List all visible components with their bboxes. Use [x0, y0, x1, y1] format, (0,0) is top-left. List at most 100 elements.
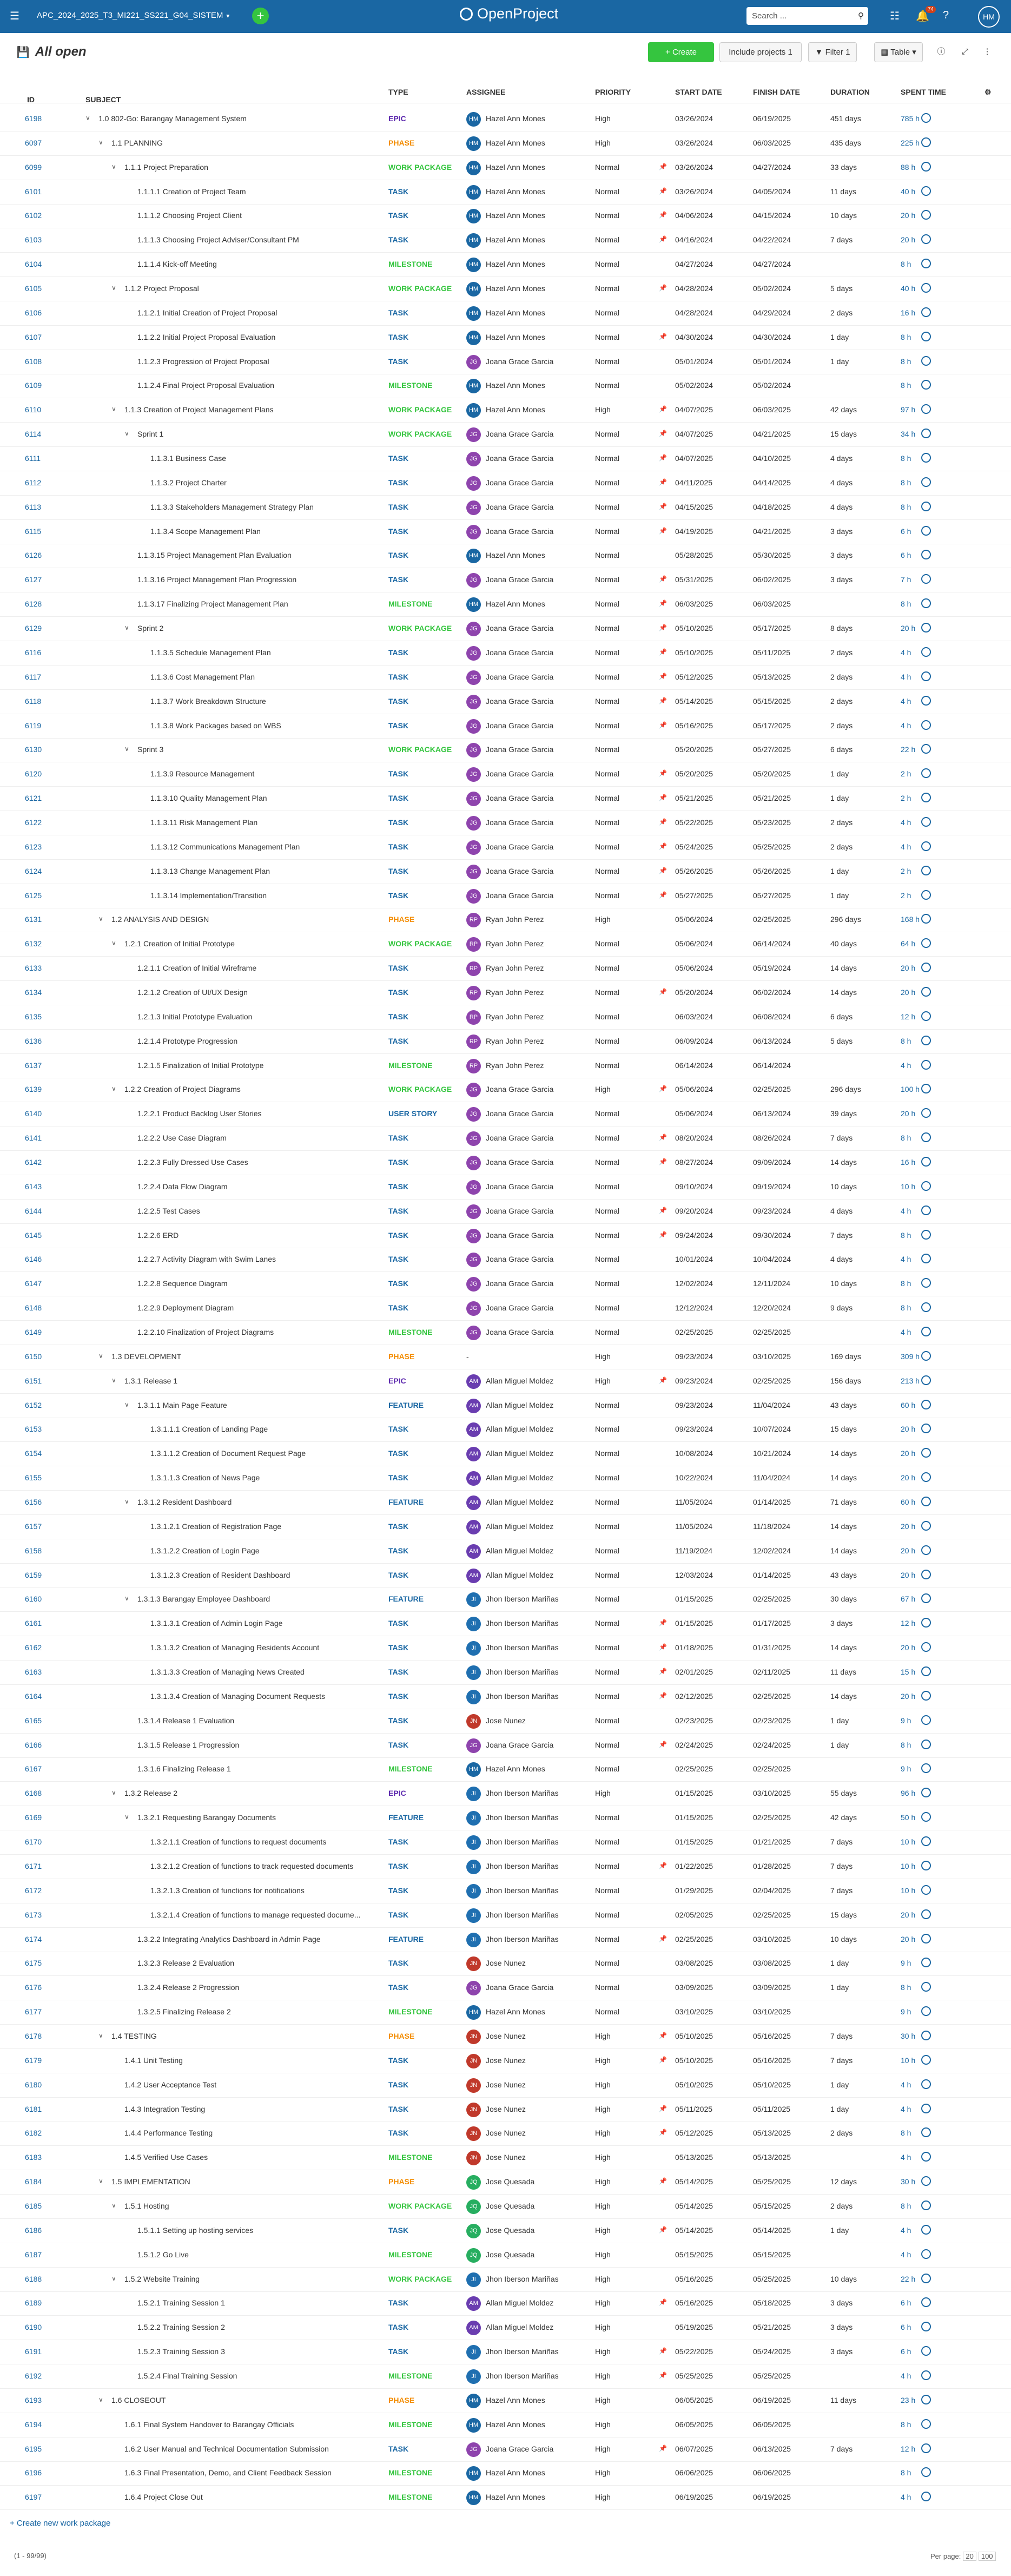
work-package-id-link[interactable]: 6151: [25, 1376, 42, 1385]
log-time-icon[interactable]: [921, 355, 931, 366]
table-row[interactable]: 6169 ∨ 1.3.2.1 Requesting Barangay Documen…: [0, 1806, 1011, 1831]
work-package-id-link[interactable]: 6137: [25, 1060, 42, 1070]
subject-text[interactable]: 1.1.1.4 Kick-off Meeting: [137, 260, 217, 269]
assignee-name[interactable]: Joana Grace Garcia: [486, 842, 554, 851]
log-time-icon[interactable]: [921, 1350, 931, 1361]
assignee-name[interactable]: Jhon Iberson Mariñas: [486, 1643, 559, 1652]
assignee-name[interactable]: Jhon Iberson Mariñas: [486, 1595, 559, 1604]
work-package-id-link[interactable]: 6160: [25, 1595, 42, 1604]
assignee-name[interactable]: Joana Grace Garcia: [486, 891, 554, 900]
assignee-name[interactable]: Jose Nunez: [486, 2129, 526, 2138]
spent-time-link[interactable]: 20 h: [901, 1449, 916, 1458]
work-package-id-link[interactable]: 6185: [25, 2201, 42, 2210]
table-row[interactable]: 6125 1.1.3.14 Implementation/Transition TA…: [0, 884, 1011, 908]
spent-time-link[interactable]: 8 h: [901, 2420, 911, 2429]
assignee-name[interactable]: Jhon Iberson Mariñas: [486, 1934, 559, 1943]
log-time-icon[interactable]: [921, 914, 931, 924]
assignee-name[interactable]: Hazel Ann Mones: [486, 114, 545, 123]
log-time-icon[interactable]: [921, 2224, 931, 2235]
subject-text[interactable]: 1.1.3.12 Communications Management Plan: [150, 842, 300, 851]
assignee-name[interactable]: Allan Miguel Moldez: [486, 1546, 554, 1555]
expand-toggle-icon[interactable]: ∨: [124, 1813, 129, 1821]
subject-text[interactable]: 1.3.1.2 Resident Dashboard: [137, 1498, 232, 1507]
work-package-id-link[interactable]: 6191: [25, 2347, 42, 2356]
assignee-name[interactable]: Ryan John Perez: [486, 915, 544, 924]
table-row[interactable]: 6139 ∨ 1.2.2 Creation of Project Diagrams W…: [0, 1077, 1011, 1103]
table-row[interactable]: 6155 1.3.1.1.3 Creation of News Page TASK A…: [0, 1466, 1011, 1491]
spent-time-link[interactable]: 60 h: [901, 1498, 916, 1507]
work-package-id-link[interactable]: 6130: [25, 745, 42, 754]
table-row[interactable]: 6103 1.1.1.3 Choosing Project Adviser/Con…: [0, 228, 1011, 253]
assignee-name[interactable]: Ryan John Perez: [486, 964, 544, 973]
table-row[interactable]: 6123 1.1.3.12 Communications Management P…: [0, 835, 1011, 860]
subject-text[interactable]: 1.5.1.2 Go Live: [137, 2250, 189, 2259]
subject-text[interactable]: 1.2.2.3 Fully Dressed Use Cases: [137, 1157, 248, 1167]
table-row[interactable]: 6107 1.1.2.2 Initial Project Proposal Eva…: [0, 325, 1011, 350]
table-row[interactable]: 6141 1.2.2.2 Use Case Diagram TASK JG Joana …: [0, 1126, 1011, 1151]
expand-toggle-icon[interactable]: ∨: [124, 430, 129, 438]
table-row[interactable]: 6148 1.2.2.9 Deployment Diagram TASK JG Joan…: [0, 1296, 1011, 1321]
spent-time-link[interactable]: 20 h: [901, 1425, 916, 1434]
table-row[interactable]: 6192 1.5.2.4 Final Training Session MILEST…: [0, 2364, 1011, 2389]
subject-text[interactable]: 1.3.1.4 Release 1 Evaluation: [137, 1716, 235, 1725]
work-package-id-link[interactable]: 6164: [25, 1691, 42, 1701]
work-package-id-link[interactable]: 6143: [25, 1182, 42, 1191]
table-row[interactable]: 6168 ∨ 1.3.2 Release 2 EPIC JI Jhon Iberson M…: [0, 1781, 1011, 1807]
assignee-name[interactable]: Allan Miguel Moldez: [486, 1425, 554, 1434]
log-time-icon[interactable]: [921, 1788, 931, 1798]
log-time-icon[interactable]: [921, 113, 931, 123]
subject-text[interactable]: 1.1.3.8 Work Packages based on WBS: [150, 721, 281, 730]
work-package-id-link[interactable]: 6132: [25, 939, 42, 948]
table-row[interactable]: 6137 1.2.1.5 Finalization of Initial Prot…: [0, 1053, 1011, 1078]
expand-toggle-icon[interactable]: ∨: [111, 405, 116, 413]
assignee-name[interactable]: Hazel Ann Mones: [486, 551, 545, 560]
subject-text[interactable]: 1.5.2.3 Training Session 3: [137, 2347, 225, 2356]
subject-text[interactable]: 1.2.1.5 Finalization of Initial Prototyp…: [137, 1060, 264, 1070]
subject-text[interactable]: 1.3.2 Release 2: [124, 1789, 178, 1798]
log-time-icon[interactable]: [921, 1205, 931, 1215]
spent-time-link[interactable]: 4 h: [901, 672, 911, 681]
log-time-icon[interactable]: [921, 1690, 931, 1701]
assignee-name[interactable]: Joana Grace Garcia: [486, 575, 554, 584]
subject-text[interactable]: 1.1.3.1 Business Case: [150, 454, 227, 463]
assignee-name[interactable]: Joana Grace Garcia: [486, 1109, 554, 1118]
work-package-id-link[interactable]: 6194: [25, 2420, 42, 2429]
table-row[interactable]: 6185 ∨ 1.5.1 Hosting WORK PACKAGE JQ Jose Que…: [0, 2194, 1011, 2219]
spent-time-link[interactable]: 8 h: [901, 1740, 911, 1749]
assignee-name[interactable]: Joana Grace Garcia: [486, 1182, 554, 1191]
spent-time-link[interactable]: 8 h: [901, 357, 911, 366]
table-row[interactable]: 6149 1.2.2.10 Finalization of Project Dia…: [0, 1320, 1011, 1345]
assignee-name[interactable]: Joana Grace Garcia: [486, 866, 554, 875]
log-time-icon[interactable]: [921, 1472, 931, 1483]
log-time-icon[interactable]: [921, 647, 931, 657]
spent-time-link[interactable]: 40 h: [901, 187, 916, 196]
per-page-option-100[interactable]: 100: [978, 2552, 996, 2561]
spent-time-link[interactable]: 8 h: [901, 1279, 911, 1288]
log-time-icon[interactable]: [921, 2127, 931, 2138]
col-priority[interactable]: PRIORITY: [595, 88, 631, 96]
table-row[interactable]: 6154 1.3.1.1.2 Creation of Document Reque…: [0, 1441, 1011, 1467]
subject-text[interactable]: 1.3.1.5 Release 1 Progression: [137, 1740, 240, 1749]
log-time-icon[interactable]: [921, 1181, 931, 1191]
col-finish-date[interactable]: FINISH DATE: [753, 88, 800, 96]
assignee-name[interactable]: Hazel Ann Mones: [486, 187, 545, 196]
subject-text[interactable]: 1.3.1.3.4 Creation of Managing Document …: [150, 1691, 325, 1701]
subject-text[interactable]: 1.3.1.3.1 Creation of Admin Login Page: [150, 1619, 283, 1628]
subject-text[interactable]: 1.1.3.13 Change Management Plan: [150, 866, 270, 875]
subject-text[interactable]: 1.1 PLANNING: [111, 138, 163, 147]
spent-time-link[interactable]: 10 h: [901, 1837, 916, 1847]
spent-time-link[interactable]: 30 h: [901, 2177, 916, 2186]
subject-text[interactable]: 1.1.3.16 Project Management Plan Progres…: [137, 575, 297, 584]
log-time-icon[interactable]: [921, 137, 931, 147]
work-package-id-link[interactable]: 6171: [25, 1861, 42, 1870]
table-row[interactable]: 6191 1.5.2.3 Training Session 3 TASK JI Jhon…: [0, 2340, 1011, 2365]
spent-time-link[interactable]: 4 h: [901, 1255, 911, 1264]
spent-time-link[interactable]: 6 h: [901, 2347, 911, 2356]
spent-time-link[interactable]: 20 h: [901, 235, 916, 245]
spent-time-link[interactable]: 88 h: [901, 162, 916, 172]
spent-time-link[interactable]: 20 h: [901, 1546, 916, 1555]
work-package-id-link[interactable]: 6135: [25, 1012, 42, 1021]
spent-time-link[interactable]: 168 h: [901, 915, 920, 924]
log-time-icon[interactable]: [921, 2467, 931, 2478]
subject-text[interactable]: 1.4 TESTING: [111, 2031, 157, 2040]
